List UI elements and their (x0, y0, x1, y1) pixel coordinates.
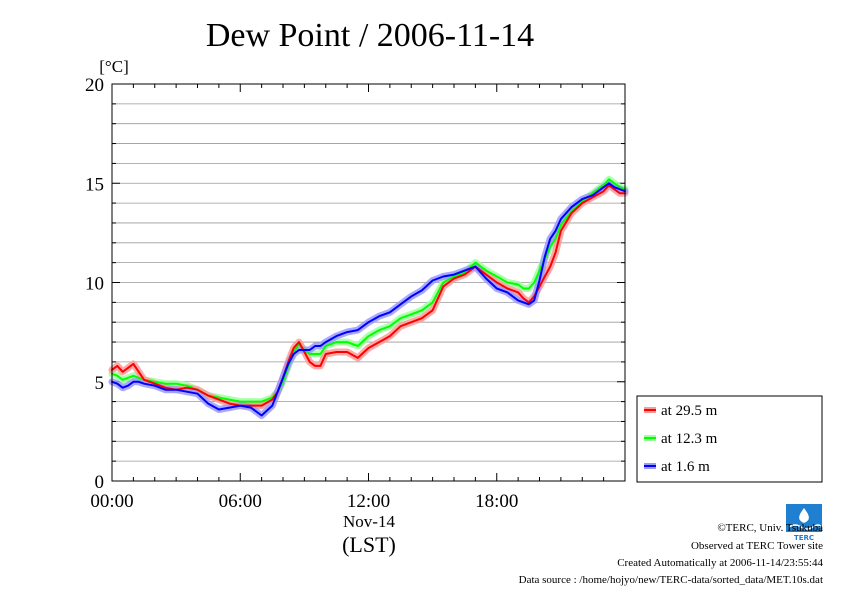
copyright-text: ©TERC, Univ. Tsukuba (717, 522, 823, 534)
y-tick-label: 5 (95, 373, 105, 394)
x-tick-label: 06:00 (219, 491, 262, 512)
legend-box (636, 395, 823, 483)
y-tick-label: 15 (85, 174, 104, 195)
y-tick-label: 20 (85, 75, 104, 96)
logo-text: TERC (794, 534, 814, 542)
series-layer (108, 175, 629, 419)
data-source-text: Data source : /home/hojyo/new/TERC-data/… (519, 574, 823, 586)
y-tick-label: 0 (95, 472, 105, 493)
grid-lines (112, 103, 625, 462)
x-date-label: Nov-14 (343, 512, 395, 531)
legend-label: at 1.6 m (661, 459, 710, 475)
legend: at 29.5 m at 12.3 m at 1.6 m (636, 395, 823, 483)
chart-title: Dew Point / 2006-11-14 (206, 17, 534, 54)
x-tick-label: 12:00 (347, 491, 390, 512)
wave-icon (788, 524, 822, 530)
x-tick-label: 18:00 (475, 491, 518, 512)
terc-logo: TERC (786, 504, 822, 542)
legend-label: at 12.3 m (661, 431, 718, 447)
created-text: Created Automatically at 2006-11-14/23:5… (617, 557, 823, 569)
series-line-2 (111, 182, 626, 417)
legend-label: at 29.5 m (661, 403, 718, 419)
y-axis-label: [°C] (99, 57, 128, 76)
x-tick-label: 00:00 (90, 491, 133, 512)
x-unit-label: (LST) (342, 532, 396, 557)
x-tick-labels: 00:00 06:00 12:00 18:00 (90, 491, 518, 512)
drop-icon (799, 508, 809, 523)
y-tick-label: 10 (85, 274, 104, 295)
observed-text: Observed at TERC Tower site (691, 540, 823, 552)
y-tick-labels: 0 5 10 15 20 (85, 75, 104, 493)
plot-border (111, 83, 626, 482)
series-line-1 (111, 178, 626, 403)
series-line-0 (111, 184, 626, 407)
